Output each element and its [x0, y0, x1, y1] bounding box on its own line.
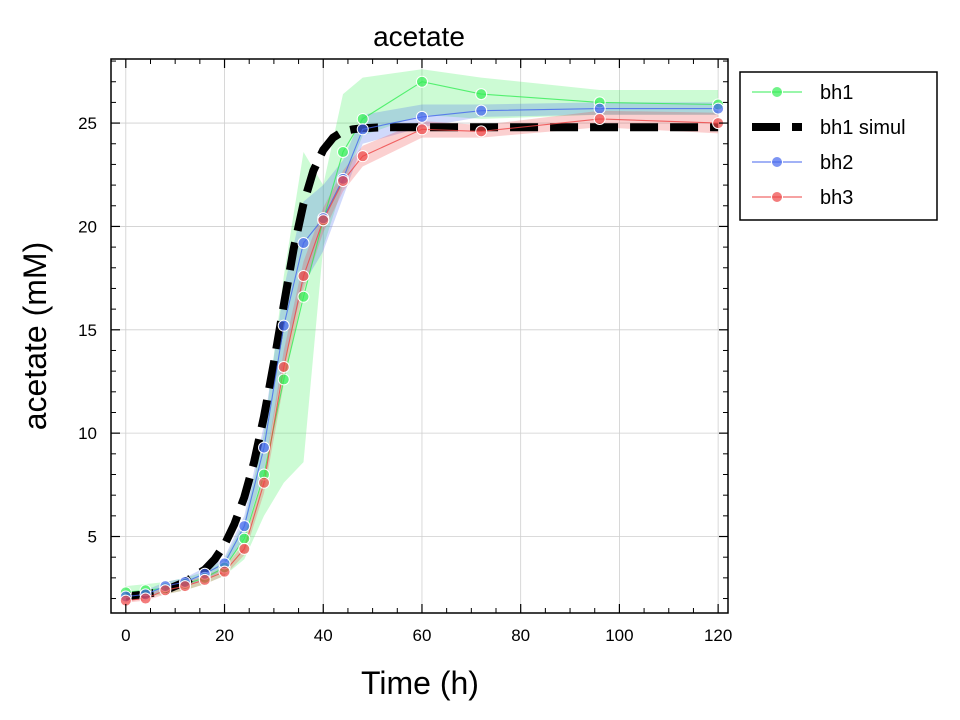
- legend-marker-bh2: [771, 156, 783, 168]
- point-bh2: [238, 520, 251, 533]
- point-bh2: [415, 110, 428, 123]
- point-bh2: [475, 104, 488, 117]
- point-bh3: [218, 565, 231, 578]
- confidence-bands: [125, 69, 719, 603]
- legend-label-bh1-simul: bh1 simul: [820, 117, 906, 139]
- legend-marker-bh3: [771, 191, 783, 203]
- point-bh3: [277, 361, 290, 374]
- line-bh1-simul: [125, 123, 719, 601]
- point-bh2: [593, 102, 606, 115]
- point-bh3: [179, 580, 192, 593]
- point-bh3: [415, 123, 428, 136]
- point-bh3: [258, 476, 271, 489]
- point-bh1: [297, 290, 310, 303]
- point-bh1: [238, 532, 251, 545]
- point-bh1: [336, 146, 349, 159]
- x-tick-label: 80: [511, 626, 530, 645]
- legend: bh1 bh1 simul bh2 bh3: [739, 71, 938, 221]
- x-tick-label: 40: [314, 626, 333, 645]
- point-bh3: [159, 584, 172, 597]
- point-bh3: [475, 125, 488, 138]
- point-bh3: [336, 174, 349, 187]
- plot-frame: [110, 58, 729, 614]
- y-tick-label: 20: [78, 217, 97, 236]
- series-markers: [119, 75, 725, 607]
- x-axis-label: Time (h): [361, 665, 479, 701]
- point-bh1: [356, 112, 369, 125]
- point-bh3: [297, 270, 310, 283]
- point-bh2: [356, 123, 369, 136]
- point-bh3: [356, 150, 369, 163]
- point-bh3: [238, 542, 251, 555]
- grid-lines: [111, 59, 728, 613]
- axis-ticks: 0 20 40 60 80 100 120 5 10 15 20 25: [78, 59, 732, 645]
- legend-label-bh2: bh2: [820, 152, 853, 174]
- legend-marker-bh1: [771, 86, 783, 98]
- point-bh1: [475, 88, 488, 101]
- y-tick-label: 5: [88, 528, 97, 547]
- point-bh2: [712, 102, 725, 115]
- x-tick-label: 60: [413, 626, 432, 645]
- y-tick-label: 25: [78, 114, 97, 133]
- x-tick-label: 100: [605, 626, 633, 645]
- legend-label-bh1: bh1: [820, 82, 853, 104]
- point-bh1: [415, 75, 428, 88]
- point-bh2: [277, 319, 290, 332]
- x-tick-label: 120: [704, 626, 732, 645]
- y-tick-label: 10: [78, 424, 97, 443]
- point-bh3: [593, 112, 606, 125]
- point-bh3: [317, 214, 330, 227]
- x-tick-label: 0: [121, 626, 130, 645]
- chart-title: acetate: [373, 21, 465, 52]
- legend-label-bh3: bh3: [820, 187, 853, 209]
- point-bh2: [258, 441, 271, 454]
- point-bh1: [277, 373, 290, 386]
- y-tick-label: 15: [78, 321, 97, 340]
- point-bh3: [139, 592, 152, 605]
- point-bh3: [198, 573, 211, 586]
- band-bh1: [125, 69, 719, 599]
- x-tick-label: 20: [215, 626, 234, 645]
- point-bh2: [297, 236, 310, 249]
- y-axis-label: acetate (mM): [17, 242, 53, 430]
